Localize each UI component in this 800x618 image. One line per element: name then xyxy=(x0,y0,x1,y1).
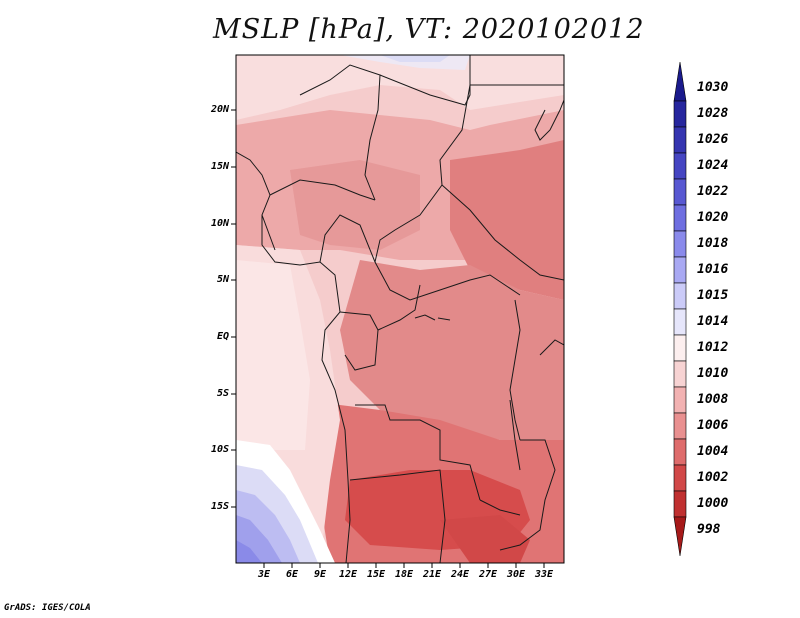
map-frame xyxy=(235,54,565,564)
lon-label: 15E xyxy=(366,569,386,580)
colorbar-segment xyxy=(673,360,687,388)
pressure-region-1022 xyxy=(236,540,262,563)
colorbar-label: 1026 xyxy=(697,132,729,147)
lat-ticks xyxy=(231,109,236,508)
lat-label: EQ xyxy=(216,331,229,342)
colorbar-segment xyxy=(673,308,687,336)
colorbar-label: 1018 xyxy=(697,236,729,251)
border-benin xyxy=(261,214,276,251)
map-title-text: MSLP [hPa], VT: 2020102012 xyxy=(213,14,645,45)
colorbar-label: 1012 xyxy=(697,340,729,355)
lat-label: 15N xyxy=(210,161,229,172)
border-drc-east xyxy=(509,299,521,441)
river-segment-2 xyxy=(437,317,451,321)
border-congo-gabon xyxy=(339,311,379,371)
border-zimbabwe xyxy=(479,499,521,516)
colorbar-segment xyxy=(673,516,687,557)
lon-label: 21E xyxy=(422,569,442,580)
lon-label: 30E xyxy=(506,569,526,580)
lake-tanganyika xyxy=(509,399,521,471)
lon-ticks xyxy=(263,563,545,568)
lat-label: 20N xyxy=(210,104,229,115)
colorbar-segment xyxy=(673,100,687,128)
pressure-region-north xyxy=(236,55,564,120)
coastline-red-sea xyxy=(534,99,564,141)
lat-label: 10N xyxy=(210,218,229,229)
border-niger-algeria xyxy=(299,64,381,201)
colorbar-segment xyxy=(673,256,687,284)
colorbar-segment xyxy=(673,334,687,362)
colorbar-label: 1016 xyxy=(697,262,729,277)
colorbar-label: 1014 xyxy=(697,314,729,329)
lat-label: 5S xyxy=(216,388,229,399)
pressure-region-atlantic-light xyxy=(236,260,310,450)
colorbar-label: 1030 xyxy=(697,80,729,95)
lon-label: 27E xyxy=(478,569,498,580)
border-nigeria-north xyxy=(269,179,376,201)
pressure-region-central-north xyxy=(290,160,420,250)
colorbar-label: 1015 xyxy=(697,288,729,303)
colorbar-segment xyxy=(673,386,687,414)
border-chad-sudan xyxy=(374,84,521,301)
colorbar-segment xyxy=(673,438,687,466)
colorbar-label: 1028 xyxy=(697,106,729,121)
colorbar-segment xyxy=(673,282,687,310)
pressure-region-east xyxy=(450,140,564,300)
border-angola-zambia xyxy=(355,404,481,501)
lat-label: 15S xyxy=(210,501,229,512)
border-namibia-botswana xyxy=(349,469,446,563)
pressure-region-north-blue xyxy=(380,55,450,62)
colorbar-label: 1006 xyxy=(697,418,729,433)
border-car-drc xyxy=(377,284,421,331)
colorbar-segment xyxy=(673,490,687,518)
colorbar-segment xyxy=(673,230,687,258)
country-borders xyxy=(236,55,564,563)
border-south-sudan xyxy=(441,184,564,281)
border-mozambique xyxy=(499,439,556,551)
pressure-region-low-south xyxy=(440,515,530,563)
pressure-field xyxy=(236,55,564,563)
colorbar-segment xyxy=(673,464,687,492)
border-libya xyxy=(379,55,471,106)
colorbar xyxy=(673,61,687,557)
colorbar-segment xyxy=(673,412,687,440)
colorbar-label: 1002 xyxy=(697,470,729,485)
colorbar-label: 1008 xyxy=(697,392,729,407)
lon-label: 6E xyxy=(285,569,299,580)
lon-label: 24E xyxy=(450,569,470,580)
colorbar-segment xyxy=(673,204,687,232)
footer-credit: GrADS: IGES/COLA xyxy=(4,603,91,613)
lon-label: 12E xyxy=(338,569,358,580)
border-cameroon xyxy=(319,214,376,263)
lon-label: 3E xyxy=(257,569,271,580)
colorbar-label: 998 xyxy=(697,522,721,537)
colorbar-label: 1020 xyxy=(697,210,729,225)
colorbar-segment xyxy=(673,152,687,180)
border-kenya xyxy=(539,339,564,356)
pressure-region-congo xyxy=(340,260,564,440)
colorbar-label: 1022 xyxy=(697,184,729,199)
lon-label: 18E xyxy=(394,569,414,580)
colorbar-segment xyxy=(673,126,687,154)
lon-label: 33E xyxy=(534,569,554,580)
colorbar-segment xyxy=(673,61,687,102)
colorbar-label: 1024 xyxy=(697,158,729,173)
lat-label: 5N xyxy=(216,274,229,285)
colorbar-label: 1000 xyxy=(697,496,729,511)
colorbar-label: 1010 xyxy=(697,366,729,381)
coastline-west xyxy=(236,151,351,563)
lat-label: 10S xyxy=(210,444,229,455)
colorbar-segment xyxy=(673,178,687,206)
colorbar-label: 1004 xyxy=(697,444,729,459)
river-segment-1 xyxy=(414,314,436,321)
lon-label: 9E xyxy=(313,569,327,580)
